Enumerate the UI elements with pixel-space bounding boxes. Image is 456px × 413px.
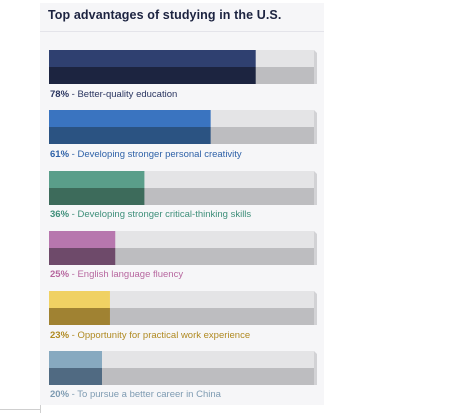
bar-category: - Opportunity for practical work experie… (69, 330, 251, 341)
bar-value (49, 127, 211, 144)
bar-track-top (49, 351, 314, 368)
bar-value-top (49, 291, 110, 308)
bar-track-edge (314, 231, 317, 265)
bar-category: - Developing stronger personal creativit… (69, 149, 242, 160)
bar-value-top (49, 110, 211, 127)
corner-rule (0, 409, 40, 410)
bar-percent: 20% (50, 389, 70, 400)
bar-percent: 25% (50, 269, 70, 280)
bar-percent: 78% (50, 89, 70, 100)
bar-label: 61% - Developing stronger personal creat… (50, 149, 242, 160)
bar-percent: 36% (50, 209, 70, 220)
bar-category: - To pursue a better career in China (69, 389, 221, 400)
bar-track-bottom (49, 368, 314, 385)
bar-track-edge (314, 110, 317, 144)
bar-label: 36% - Developing stronger critical-think… (50, 209, 251, 220)
bar-label: 20% - To pursue a better career in China (50, 389, 221, 400)
bar-category: - English language fluency (69, 269, 184, 280)
bar-value-top (49, 231, 116, 248)
bar-label: 78% - Better-quality education (50, 89, 177, 100)
bar-percent: 61% (50, 149, 70, 160)
bar-category: - Better-quality education (69, 89, 178, 100)
bar-value (49, 308, 110, 325)
bar-track-edge (314, 50, 317, 84)
bar-value-top (49, 171, 145, 188)
bar-label: 25% - English language fluency (50, 269, 183, 280)
chart-title: Top advantages of studying in the U.S. (48, 8, 282, 22)
bar-category: - Developing stronger critical-thinking … (69, 209, 252, 220)
bar-value (49, 368, 102, 385)
bar-label: 23% - Opportunity for practical work exp… (50, 330, 250, 341)
corner-rule-vertical (40, 405, 41, 413)
bar-value (49, 67, 256, 84)
bar-value-top (49, 351, 102, 368)
bar-track-bottom (49, 308, 314, 325)
bar-value (49, 248, 116, 265)
bar-track-edge (314, 351, 317, 385)
bar-track-edge (314, 291, 317, 325)
bar-value (49, 188, 145, 205)
bar-value-top (49, 50, 256, 67)
title-divider (40, 31, 324, 32)
bar-track-top (49, 291, 314, 308)
bar-track-edge (314, 171, 317, 205)
bar-percent: 23% (50, 330, 70, 341)
